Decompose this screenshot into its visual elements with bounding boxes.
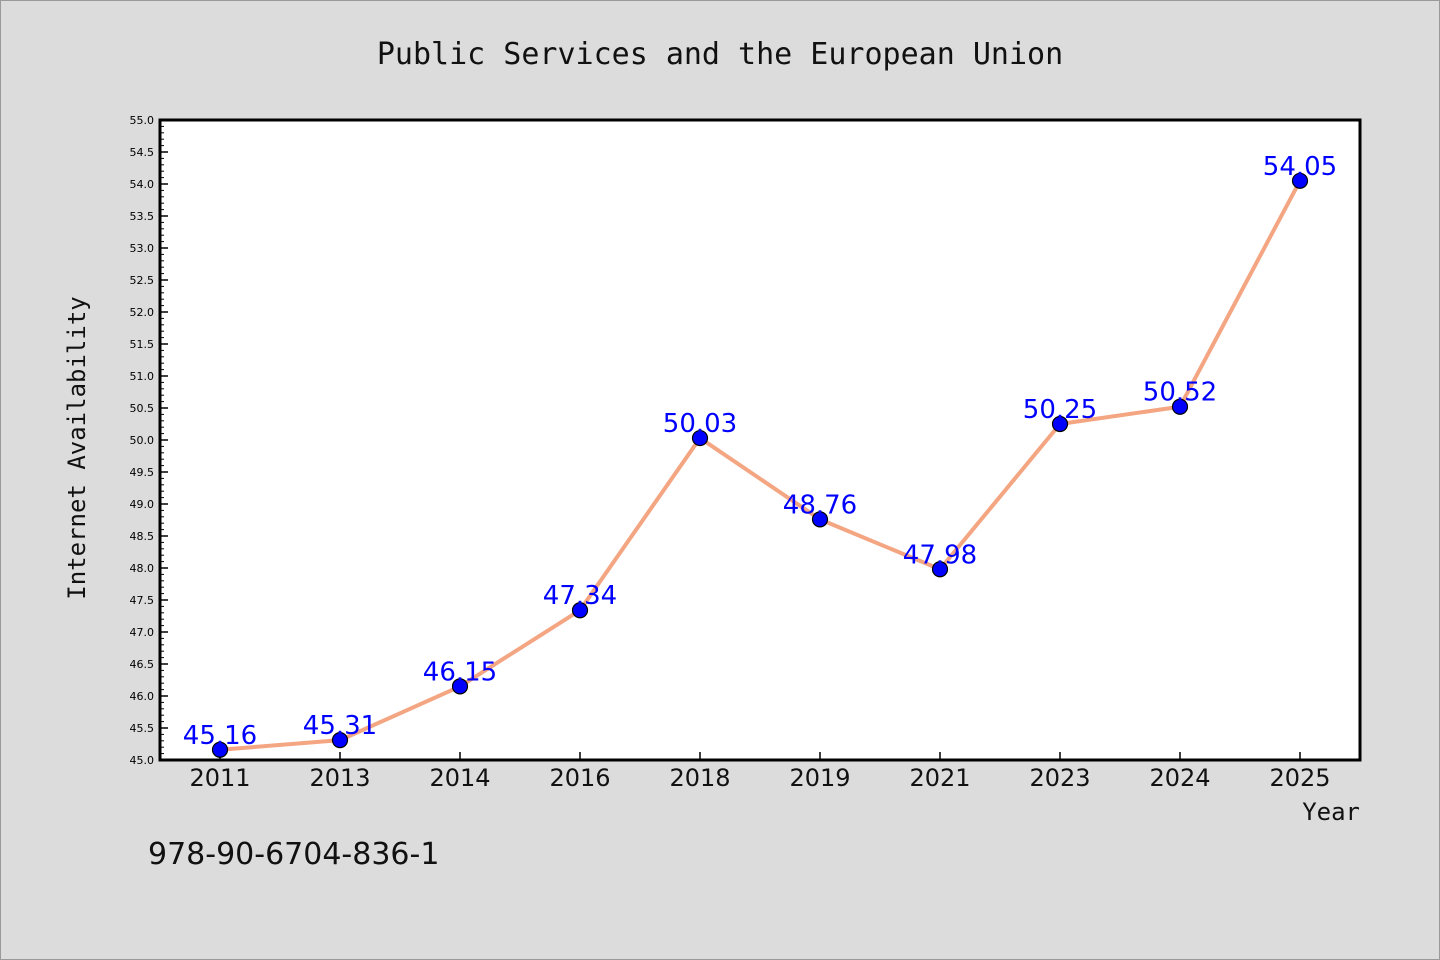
y-tick-label: 47.0 — [130, 626, 155, 639]
data-label: 48.76 — [783, 490, 857, 520]
data-point — [811, 511, 829, 528]
y-tick-label: 48.0 — [130, 562, 155, 575]
y-tick-label: 50.5 — [130, 402, 155, 415]
y-tick-label: 53.0 — [130, 242, 155, 255]
x-axis-title: Year — [1302, 798, 1360, 826]
y-tick-label: 49.0 — [130, 498, 155, 511]
x-tick-label: 2016 — [549, 764, 610, 792]
y-tick-label: 54.5 — [130, 146, 155, 159]
y-tick-label: 55.0 — [130, 114, 155, 127]
footer-code: 978-90-6704-836-1 — [148, 837, 439, 872]
data-point — [691, 429, 709, 447]
x-tick-label: 2018 — [669, 764, 730, 792]
x-axis: 2011 2013 2014 2016 2018 2019 2021 2023 2024 2025 — [189, 752, 1331, 792]
x-tick-label: 2013 — [309, 764, 370, 792]
x-tick-label: 2014 — [429, 764, 490, 792]
y-minor-ticks — [160, 119, 164, 761]
y-tick-label: 46.5 — [130, 658, 155, 671]
data-point — [1051, 415, 1069, 433]
y-tick-label: 51.0 — [130, 370, 155, 383]
data-label: 45.16 — [183, 721, 257, 751]
data-label: 54.05 — [1263, 152, 1337, 182]
series-line-group — [219, 179, 1302, 752]
y-tick-label: 54.0 — [130, 178, 155, 191]
data-labels: 45.16 45.31 46.15 47.34 50.03 48.76 47.98 50.25… — [183, 152, 1337, 751]
data-point — [571, 602, 589, 619]
chart-title: Public Services and the European Union — [377, 37, 1063, 72]
data-label: 50.52 — [1143, 378, 1217, 408]
y-tick-label: 50.0 — [130, 434, 155, 447]
x-tick-label: 2024 — [1149, 764, 1210, 792]
y-tick-label: 48.5 — [130, 530, 155, 543]
data-point — [931, 561, 949, 578]
y-tick-label: 45.0 — [130, 754, 155, 767]
y-tick-label: 46.0 — [130, 690, 155, 703]
data-label: 50.03 — [663, 409, 737, 439]
data-point — [211, 741, 229, 758]
data-point — [331, 732, 349, 749]
data-label: 45.31 — [303, 711, 377, 741]
plot-area — [158, 118, 1362, 762]
data-markers — [211, 172, 1309, 758]
data-label: 47.98 — [903, 540, 977, 570]
y-tick-label: 51.5 — [130, 338, 155, 351]
data-label: 50.25 — [1023, 395, 1097, 425]
y-tick-label: 45.5 — [130, 722, 155, 735]
data-point — [1171, 398, 1189, 415]
x-tick-label: 2023 — [1029, 764, 1090, 792]
data-label: 46.15 — [423, 657, 497, 687]
series-line — [219, 179, 1302, 752]
data-label: 47.34 — [543, 581, 617, 611]
y-tick-label: 47.5 — [130, 594, 155, 607]
y-tick-label: 53.5 — [130, 210, 155, 223]
x-tick-label: 2025 — [1269, 764, 1330, 792]
x-tick-label: 2019 — [789, 764, 850, 792]
data-point — [451, 678, 469, 695]
y-tick-label: 52.0 — [130, 306, 155, 319]
x-tick-label: 2011 — [189, 764, 250, 792]
y-axis-title: Internet Availability — [63, 296, 91, 599]
data-point — [1291, 172, 1309, 189]
y-axis: 45.0 45.5 46.0 46.5 47.0 47.5 48.0 48.5 49.0 49.5… — [130, 114, 168, 767]
x-tick-label: 2021 — [909, 764, 970, 792]
y-tick-label: 49.5 — [130, 466, 155, 479]
y-tick-label: 52.5 — [130, 274, 155, 287]
